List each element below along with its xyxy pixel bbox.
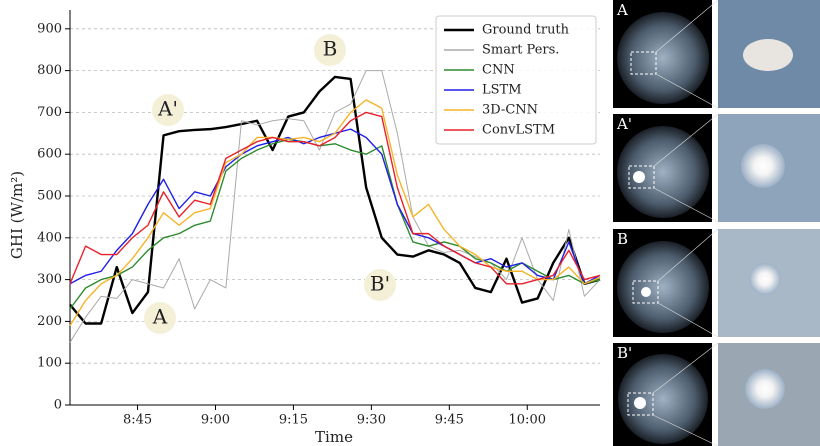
series-line [69,138,601,310]
zoom-line [653,113,719,167]
y-tick-label: 200 [37,314,62,329]
annotation-bubble [144,302,176,334]
panel-label: A [616,1,628,19]
legend-label: CNN [482,63,515,78]
y-tick-label: 700 [37,105,62,120]
sky-dome [617,126,709,218]
y-tick-label: 600 [37,147,62,162]
annotation-bubble [364,269,396,301]
x-tick-label: 9:00 [201,413,230,428]
legend-box [435,15,597,145]
crop-box [627,392,654,416]
annotation: B' [370,272,390,296]
panel: B [613,228,820,338]
annotation: A [152,305,168,329]
sky-dome [617,241,709,333]
legend: Ground truth Smart Pers. CNN LSTM 3D-CNN Conv… [435,15,597,145]
sun [634,397,646,409]
annotation-bubble [314,34,346,66]
panel: B' [613,342,820,446]
y-tick-label: 900 [37,21,62,36]
x-tick-label: 9:30 [357,413,386,428]
zoom-line [655,0,719,53]
x-tick-label: 8:45 [123,413,152,428]
x-axis-label: Time [315,428,353,446]
annotation: A' [157,97,178,121]
sun [749,263,781,295]
zoom-line [652,414,719,446]
x-tick-label: 10:00 [509,413,546,428]
y-tick-label: 300 [37,272,62,287]
crop-box [630,51,657,75]
panel-label: A' [616,115,632,133]
y-tick-label: 500 [37,189,62,204]
series-line [69,128,601,285]
annotation-bubble [152,94,184,126]
panel-label: B [617,230,628,248]
legend-label: ConvLSTM [482,123,555,138]
legend-label: LSTM [482,83,522,98]
zoom-line [657,228,719,282]
sun [745,369,785,409]
y-tick-label: 800 [37,63,62,78]
zoom-line [653,187,719,223]
legend-label: Ground truth [482,23,570,38]
y-tick-label: 400 [37,230,62,245]
crop-box [628,165,655,189]
y-axis-label: GHI (W/m²) [8,171,26,259]
y-tick-label: 0 [54,398,62,413]
zoom-line [652,342,719,394]
sun [641,287,651,297]
annotations: A A' B B' [144,34,396,334]
panel-label: B' [617,344,632,362]
y-tick-label: 100 [37,356,62,371]
legend-label: Smart Pers. [482,43,559,58]
image-panels: A A' B [613,0,820,446]
crop-box [632,280,659,304]
legend-label: 3D-CNN [482,103,538,118]
panel: A [613,0,820,109]
sun [741,144,785,188]
cloud [743,39,793,71]
series-line [69,99,601,326]
x-tick-label: 9:45 [435,413,464,428]
x-tick-label: 9:15 [279,413,308,428]
plot-area: 0 100 200 300 400 500 600 700 800 900 8:45 9:00 9:15… [37,10,601,428]
zoom-line [655,73,719,109]
zoom-line [657,302,719,338]
sky-dome [617,12,709,104]
annotation: B [323,37,338,61]
series-line [69,111,601,285]
panel: A' [613,113,820,223]
sun [633,171,645,183]
sky-dome [618,354,708,444]
